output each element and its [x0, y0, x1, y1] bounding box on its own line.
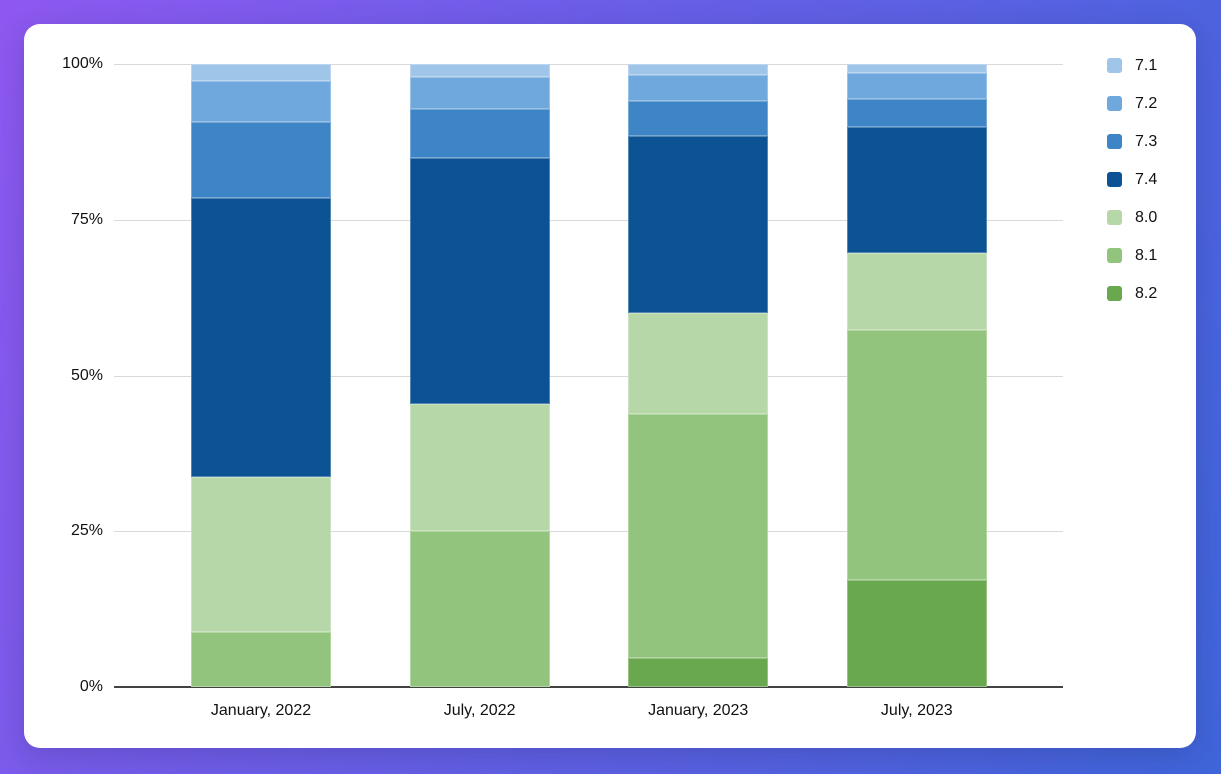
y-axis-tick-label: 75%: [70, 210, 103, 228]
bar-segment-7.2: [409, 77, 550, 109]
legend-item-8.1: 8.1: [1107, 247, 1158, 264]
gridline: [114, 64, 1063, 65]
legend-swatch-icon: [1107, 248, 1122, 263]
bar-january-2023: [628, 64, 769, 687]
legend-item-7.1: 7.1: [1107, 57, 1158, 74]
bar-segment-7.3: [191, 121, 331, 198]
legend-label: 8.0: [1135, 209, 1158, 226]
x-axis-category-label: January, 2022: [210, 702, 312, 719]
bar-segment-8.0: [846, 252, 987, 331]
legend-item-8.2: 8.2: [1107, 285, 1158, 302]
bar-segment-7.3: [628, 101, 769, 136]
legend-label: 7.3: [1135, 133, 1158, 150]
bar-july-2023: [846, 64, 987, 687]
legend-label: 7.4: [1135, 171, 1158, 188]
x-axis-category-label: January, 2023: [648, 702, 749, 719]
x-axis-line: [114, 686, 1063, 688]
bar-segment-8.1: [628, 413, 769, 658]
legend-item-8.0: 8.0: [1107, 209, 1158, 226]
bar-segment-7.4: [628, 135, 769, 313]
legend-swatch-icon: [1107, 134, 1122, 149]
bar-segment-8.2: [628, 657, 769, 687]
bar-segment-7.2: [191, 80, 331, 122]
bar-segment-8.0: [191, 477, 331, 633]
gridline: [114, 375, 1063, 377]
legend-label: 8.1: [1135, 247, 1158, 264]
legend-item-7.4: 7.4: [1107, 171, 1158, 188]
bar-segment-7.4: [846, 126, 987, 253]
gridline: [114, 219, 1063, 221]
bar-january-2022: [191, 64, 331, 687]
legend-label: 7.2: [1135, 95, 1158, 112]
y-axis-tick-label: 50%: [70, 366, 103, 384]
bar-segment-7.2: [846, 72, 987, 99]
bar-segment-8.1: [846, 330, 987, 580]
legend-label: 8.2: [1135, 285, 1158, 302]
bar-segment-8.0: [628, 312, 769, 414]
bar-segment-7.4: [409, 158, 550, 404]
bar-segment-7.3: [409, 108, 550, 159]
y-axis-tick-label: 0%: [79, 678, 103, 695]
chart-card: 7.1 7.2 7.3 7.4 8.0 8.1 8.2 100% 75% 50% 25% 0% Jan…: [24, 24, 1196, 748]
bar-july-2022: [409, 64, 550, 687]
bar-segment-7.3: [846, 98, 987, 127]
bar-segment-8.0: [409, 403, 550, 532]
y-axis-tick-label: 25%: [70, 522, 103, 540]
x-axis-category-label: July, 2022: [443, 702, 516, 719]
gridline: [114, 531, 1063, 533]
legend-swatch-icon: [1107, 172, 1122, 187]
legend-swatch-icon: [1107, 58, 1122, 73]
legend-label: 7.1: [1135, 57, 1158, 74]
bar-segment-8.1: [409, 531, 550, 687]
legend-swatch-icon: [1107, 286, 1122, 301]
bar-segment-7.1: [628, 64, 769, 76]
bar-segment-8.1: [191, 632, 331, 687]
legend-swatch-icon: [1107, 96, 1122, 111]
y-axis-tick-label: 100%: [62, 55, 103, 72]
bar-segment-7.1: [846, 64, 987, 73]
legend-item-7.2: 7.2: [1107, 95, 1158, 112]
bar-segment-7.1: [191, 64, 331, 81]
legend-swatch-icon: [1107, 210, 1122, 225]
bar-segment-7.4: [191, 197, 331, 478]
bar-segment-8.2: [846, 579, 987, 687]
plot-area: [114, 64, 1063, 688]
legend-item-7.3: 7.3: [1107, 133, 1158, 150]
bar-segment-7.1: [409, 64, 550, 78]
legend: 7.1 7.2 7.3 7.4 8.0 8.1 8.2: [1107, 58, 1157, 324]
x-axis-category-label: July, 2023: [880, 702, 953, 719]
bar-segment-7.2: [628, 75, 769, 102]
